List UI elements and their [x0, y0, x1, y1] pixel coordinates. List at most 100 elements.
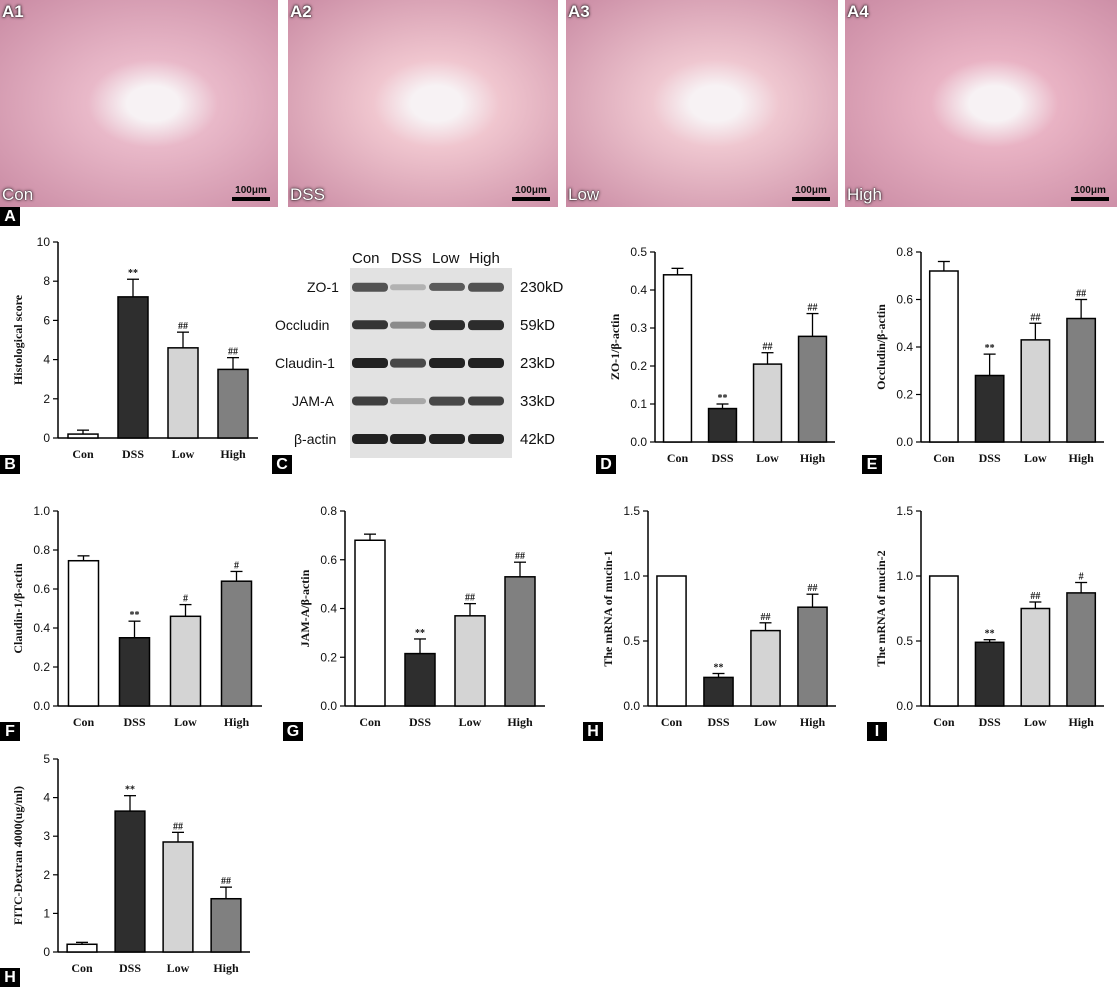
- category-label: Low: [174, 715, 197, 729]
- y-tick-label: 0.4: [33, 621, 50, 635]
- bar: [167, 347, 199, 439]
- category-label: DSS: [122, 447, 144, 461]
- wb-band: [390, 321, 426, 329]
- y-tick-label: 1.0: [33, 504, 50, 518]
- micrograph-con: A1 Con 100μm: [0, 0, 278, 207]
- wb-band: [390, 434, 426, 444]
- significance-mark: **: [125, 785, 135, 796]
- wb-protein-label: ZO-1: [307, 279, 339, 295]
- bar: [752, 363, 783, 443]
- category-label: DSS: [707, 715, 729, 729]
- y-tick-label: 0.8: [320, 504, 337, 518]
- significance-mark: **: [415, 628, 425, 639]
- y-tick-label: 0.3: [630, 321, 647, 335]
- category-label: Low: [167, 961, 190, 975]
- y-tick-label: 0.0: [896, 699, 913, 713]
- panel-label-d: D: [596, 455, 616, 474]
- wb-kd-label: 23kD: [520, 355, 556, 372]
- scale-bar: 100μm: [792, 186, 830, 201]
- wb-band: [352, 396, 388, 406]
- bar: [66, 943, 98, 953]
- panel-label-a: A: [0, 207, 20, 226]
- wb-lane-label: Con: [352, 250, 380, 267]
- category-label: DSS: [711, 451, 733, 465]
- wb-band: [352, 434, 388, 444]
- y-tick-label: 1.5: [896, 504, 913, 518]
- category-label: Con: [933, 715, 955, 729]
- wb-band: [352, 358, 388, 368]
- y-tick-label: 0.0: [623, 699, 640, 713]
- wb-band: [468, 396, 504, 406]
- scale-bar-label: 100μm: [1074, 185, 1106, 196]
- bar: [750, 629, 781, 707]
- bar: [454, 615, 486, 707]
- panel-label-i: I: [867, 722, 887, 741]
- wb-kd-label: 230kD: [520, 279, 564, 296]
- bar: [662, 274, 693, 443]
- category-label: DSS: [979, 451, 1001, 465]
- significance-mark: ##: [515, 551, 525, 562]
- bar: [1020, 607, 1051, 707]
- wb-band: [468, 320, 504, 330]
- scale-bar-label: 100μm: [795, 185, 827, 196]
- y-tick-label: 0.2: [320, 650, 337, 664]
- bar: [974, 641, 1005, 707]
- y-tick-label: 0.6: [896, 293, 913, 307]
- significance-mark: ##: [1030, 591, 1040, 602]
- significance-mark: ##: [178, 321, 188, 332]
- wb-lane-label: Low: [432, 250, 460, 267]
- micrograph-tag: A4: [847, 2, 869, 21]
- bar: [797, 606, 828, 707]
- panel-label-f: F: [0, 722, 20, 741]
- significance-mark: **: [985, 629, 995, 640]
- micrograph-low: A3 Low 100μm: [566, 0, 838, 207]
- significance-mark: #: [1079, 572, 1084, 583]
- y-tick-label: 0.2: [33, 660, 50, 674]
- significance-mark: **: [128, 268, 138, 279]
- y-tick-label: 0.4: [320, 602, 337, 616]
- wb-band: [429, 396, 465, 406]
- bar: [354, 539, 386, 707]
- panel-label-b: B: [0, 455, 20, 474]
- significance-mark: ##: [173, 821, 183, 832]
- significance-mark: ##: [761, 612, 771, 623]
- significance-mark: ##: [1030, 312, 1040, 323]
- y-tick-label: 0.5: [630, 245, 647, 259]
- significance-mark: ##: [465, 593, 475, 604]
- significance-mark: ##: [808, 303, 818, 314]
- y-tick-label: 0.5: [623, 634, 640, 648]
- y-tick-label: 3: [43, 829, 50, 843]
- significance-mark: ##: [808, 583, 818, 594]
- y-axis-label: Occludin/β-actin: [874, 304, 888, 390]
- y-tick-label: 0.5: [896, 634, 913, 648]
- category-label: Low: [756, 451, 779, 465]
- micrograph-dss: A2 DSS 100μm: [288, 0, 558, 207]
- y-axis-label: Claudin-1/β-actin: [11, 563, 25, 654]
- y-tick-label: 0.6: [33, 582, 50, 596]
- y-tick-label: 0: [43, 945, 50, 959]
- scale-bar: 100μm: [232, 186, 270, 201]
- wb-protein-label: Occludin: [275, 317, 330, 333]
- significance-mark: #: [183, 594, 188, 605]
- bar: [1066, 592, 1097, 707]
- significance-mark: #: [234, 560, 239, 571]
- y-tick-label: 0.0: [896, 435, 913, 449]
- bar: [928, 270, 959, 443]
- y-axis-label: ZO-1/β-actin: [608, 314, 622, 381]
- y-tick-label: 0.2: [896, 388, 913, 402]
- bar: [797, 335, 828, 443]
- significance-mark: **: [714, 663, 724, 674]
- scale-bar: 100μm: [512, 186, 550, 201]
- panel-label-c: C: [272, 455, 292, 474]
- category-label: High: [800, 715, 826, 729]
- wb-band: [352, 320, 388, 330]
- y-tick-label: 1.5: [623, 504, 640, 518]
- category-label: Con: [661, 715, 683, 729]
- wb-band: [390, 358, 426, 368]
- y-tick-label: 0: [43, 431, 50, 445]
- bar: [656, 575, 687, 707]
- wb-kd-label: 33kD: [520, 393, 556, 410]
- bar: [404, 652, 436, 707]
- y-tick-label: 0.0: [320, 699, 337, 713]
- wb-band: [390, 284, 426, 290]
